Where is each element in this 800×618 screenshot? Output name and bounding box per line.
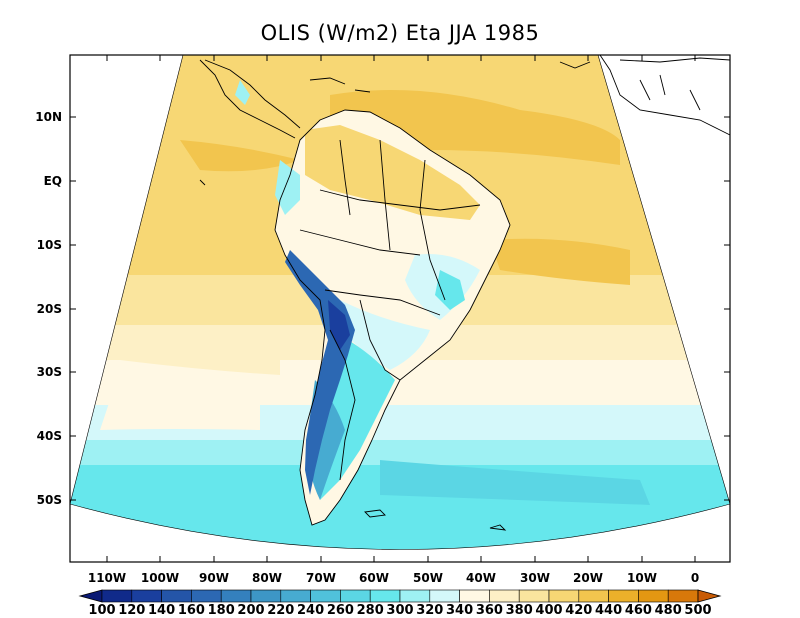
colorbar-label: 240	[297, 603, 324, 618]
lat-label-50s: 50S	[37, 493, 62, 507]
map-frame	[69, 54, 731, 563]
colorbar-segment	[191, 589, 222, 603]
lat-label-10s: 10S	[37, 238, 62, 252]
colorbar-segment	[429, 589, 460, 603]
colorbar-label: 180	[208, 603, 235, 618]
colorbar-segment	[250, 589, 282, 603]
colorbar-label: 200	[237, 603, 264, 618]
lon-label-60w: 60W	[359, 571, 389, 585]
colorbar-segment	[578, 589, 609, 603]
colorbar-segment	[161, 589, 192, 603]
colorbar-label: 280	[357, 603, 384, 618]
lon-label-50w: 50W	[413, 571, 443, 585]
colorbar-label: 460	[625, 603, 652, 618]
colorbar-label: 260	[327, 603, 354, 618]
colorbar-segment	[101, 589, 133, 603]
colorbar-high-arrow	[697, 589, 722, 603]
colorbar-label: 420	[565, 603, 592, 618]
lat-label-20s: 20S	[37, 302, 62, 316]
colorbar-segment	[518, 589, 550, 603]
colorbar-segment	[280, 589, 311, 603]
lon-label-10w: 10W	[627, 571, 657, 585]
colorbar-label: 320	[416, 603, 443, 618]
colorbar-label: 480	[655, 603, 682, 618]
lon-label-110w: 110W	[88, 571, 126, 585]
lat-label-30s: 30S	[37, 365, 62, 379]
lon-label-80w: 80W	[252, 571, 282, 585]
domain-boundary	[69, 54, 731, 550]
lon-label-90w: 90W	[199, 571, 229, 585]
colorbar-label: 300	[386, 603, 413, 618]
coastlines	[199, 55, 730, 531]
colorbar-low-arrow	[78, 589, 103, 603]
colorbar-segment	[608, 589, 639, 603]
lon-label-30w: 30W	[520, 571, 550, 585]
map-title: OLIS (W/m2) Eta JJA 1985	[261, 21, 540, 45]
colorbar-label: 160	[178, 603, 205, 618]
lon-label-100w: 100W	[141, 571, 179, 585]
colorbar-segment	[667, 589, 699, 603]
colorbar-label: 220	[267, 603, 294, 618]
lon-label-40w: 40W	[466, 571, 496, 585]
colorbar-label: 380	[506, 603, 533, 618]
lon-label-0: 0	[691, 571, 699, 585]
lat-label-eq: EQ	[44, 174, 62, 188]
colorbar-label: 340	[446, 603, 473, 618]
colorbar-segment	[131, 589, 162, 603]
colorbar-segment	[638, 589, 669, 603]
lat-ticks	[70, 116, 730, 501]
colorbar-segment	[399, 589, 431, 603]
lon-ticks	[106, 55, 696, 562]
colorbar-segment	[489, 589, 520, 603]
colorbar-segment	[220, 589, 252, 603]
lat-label-10n: 10N	[35, 110, 62, 124]
colorbar-label: 400	[535, 603, 562, 618]
lat-labels: 10N EQ 10S 20S 30S 40S 50S	[35, 110, 62, 507]
lon-label-70w: 70W	[306, 571, 336, 585]
colorbar-label: 120	[118, 603, 145, 618]
colorbar-label: 100	[88, 603, 115, 618]
colorbar-segment	[340, 589, 371, 603]
colorbar-segment	[310, 589, 341, 603]
lon-label-20w: 20W	[573, 571, 603, 585]
colorbar: 100 120 140 160 180 200 220 240 260 280 300 320 340 3…	[78, 589, 722, 618]
lat-label-40s: 40S	[37, 429, 62, 443]
colorbar-label: 140	[148, 603, 175, 618]
colorbar-segment	[369, 589, 401, 603]
lon-labels: 110W 100W 90W 80W 70W 60W 50W 40W 30W 20…	[88, 571, 699, 585]
colorbar-label: 360	[476, 603, 503, 618]
colorbar-segment	[548, 589, 580, 603]
colorbar-label: 500	[684, 603, 711, 618]
colorbar-segment	[459, 589, 490, 603]
colorbar-label: 440	[595, 603, 622, 618]
